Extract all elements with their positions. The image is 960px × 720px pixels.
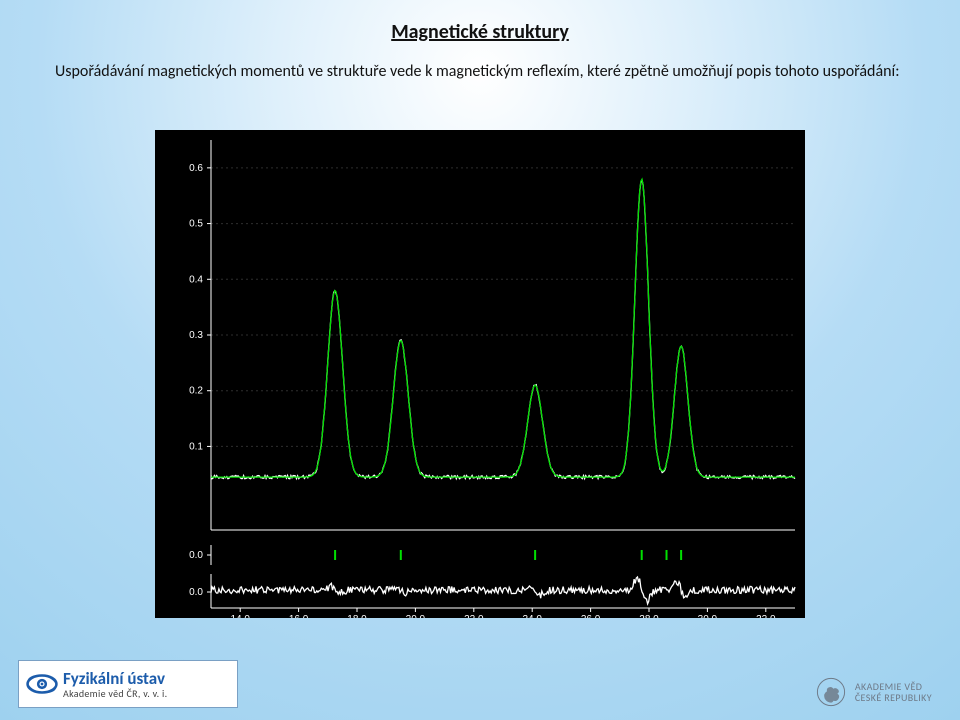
institute-logo: Fyzikální ústav Akademie věd ČR, v. v. i…: [18, 660, 238, 708]
chart-svg: 0.1 0.2 0.3 0.4 0.5 0.6 0.0 0.0 14.0 16.0 18.0 20.0…: [155, 130, 805, 618]
footer: Fyzikální ústav Akademie věd ČR, v. v. i…: [0, 652, 960, 712]
academy-logo: AKADEMIE VĚD ČESKÉ REPUBLIKY: [815, 676, 932, 708]
title-text: Magnetické struktury: [391, 20, 569, 44]
slide-title: Magnetické struktury: [0, 20, 960, 44]
svg-text:16.0: 16.0: [289, 614, 309, 618]
svg-text:0.3: 0.3: [189, 330, 203, 341]
svg-text:32.0: 32.0: [756, 614, 776, 618]
svg-text:26.0: 26.0: [581, 614, 601, 618]
lion-icon: [815, 676, 847, 708]
body-text: Uspořádávání magnetických momentů ve str…: [55, 62, 905, 81]
body-text-span: Uspořádávání magnetických momentů ve str…: [55, 62, 899, 81]
svg-text:0.2: 0.2: [189, 386, 203, 397]
svg-text:18.0: 18.0: [347, 614, 367, 618]
svg-text:14.0: 14.0: [230, 614, 250, 618]
svg-text:22.0: 22.0: [464, 614, 484, 618]
svg-text:0.0: 0.0: [189, 587, 203, 598]
svg-text:28.0: 28.0: [639, 614, 659, 618]
svg-text:0.6: 0.6: [189, 163, 203, 174]
eye-icon: [25, 667, 59, 701]
svg-text:24.0: 24.0: [522, 614, 542, 618]
svg-text:0.0: 0.0: [189, 550, 203, 561]
svg-text:0.5: 0.5: [189, 219, 203, 230]
diffraction-chart: 0.1 0.2 0.3 0.4 0.5 0.6 0.0 0.0 14.0 16.0 18.0 20.0…: [155, 130, 805, 618]
svg-text:0.4: 0.4: [189, 274, 203, 285]
svg-text:0.1: 0.1: [189, 441, 203, 452]
svg-text:30.0: 30.0: [698, 614, 718, 618]
academy-line2: ČESKÉ REPUBLIKY: [855, 692, 932, 703]
svg-text:20.0: 20.0: [406, 614, 426, 618]
institute-subtitle: Akademie věd ČR, v. v. i.: [63, 689, 167, 699]
slide: Magnetické struktury Uspořádávání magnet…: [0, 0, 960, 720]
institute-name: Fyzikální ústav: [63, 670, 167, 687]
